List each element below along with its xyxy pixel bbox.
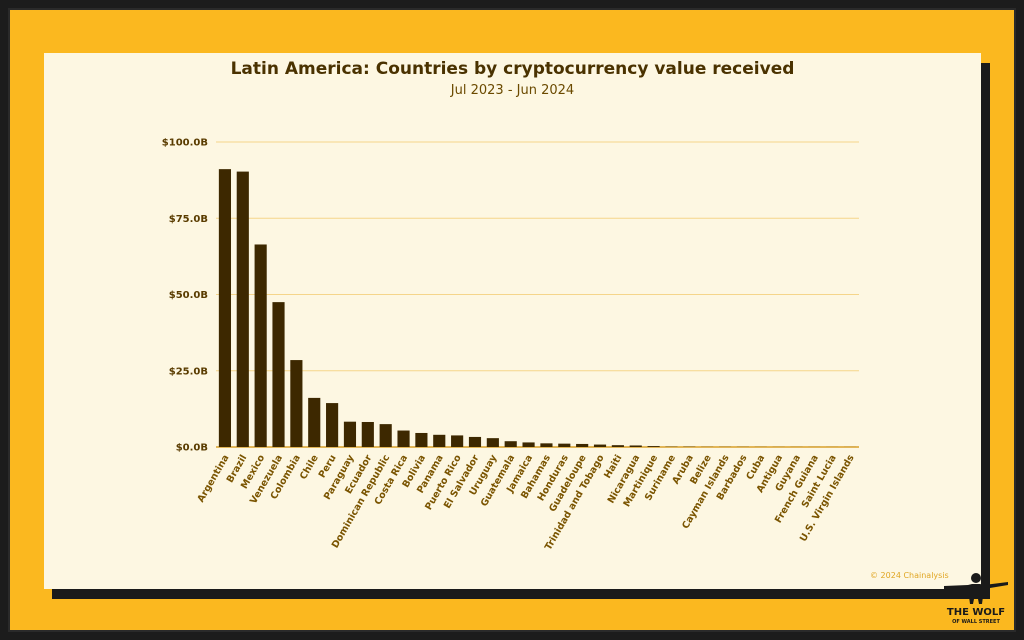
chart-title: Latin America: Countries by cryptocurren… bbox=[230, 59, 795, 79]
bar bbox=[361, 421, 374, 447]
bar bbox=[379, 424, 392, 447]
wolf-logo: THE WOLF OF WALL STREET bbox=[936, 568, 1016, 632]
bar bbox=[308, 397, 321, 447]
logo-title: THE WOLF bbox=[946, 607, 1006, 618]
bar bbox=[504, 441, 517, 447]
bar bbox=[290, 360, 303, 447]
y-tick-label: $50.0B bbox=[169, 290, 208, 301]
bar bbox=[593, 444, 607, 447]
bar bbox=[468, 436, 482, 447]
bar bbox=[433, 434, 446, 447]
bar bbox=[415, 432, 428, 447]
bar-chart: $0.0B $25.0B $50.0B $75.0B $100.0B Argentina… bbox=[162, 138, 859, 552]
bar bbox=[397, 430, 410, 447]
grid-lines bbox=[216, 141, 859, 448]
bar bbox=[522, 442, 535, 447]
wolf-figure-icon bbox=[944, 573, 1008, 604]
y-tick-label: $100.0B bbox=[162, 138, 208, 149]
chart-subtitle: Jul 2023 - Jun 2024 bbox=[450, 83, 575, 98]
bar bbox=[611, 445, 624, 447]
bar bbox=[326, 403, 339, 447]
x-axis-ticks: ArgentinaBrazilMexicoVenezuelaColombiaCh… bbox=[195, 452, 856, 552]
bar bbox=[576, 443, 589, 447]
bar bbox=[629, 445, 642, 447]
chart-card: Latin America: Countries by cryptocurren… bbox=[44, 53, 981, 589]
bar bbox=[451, 435, 464, 447]
bar bbox=[647, 446, 660, 447]
y-tick-label: $25.0B bbox=[169, 366, 208, 377]
bar bbox=[236, 171, 249, 447]
bar bbox=[218, 169, 232, 447]
bar bbox=[343, 421, 357, 447]
y-tick-label: $75.0B bbox=[169, 214, 208, 225]
x-tick-label: Chile bbox=[298, 453, 321, 482]
bar bbox=[540, 443, 553, 447]
y-axis-ticks: $0.0B $25.0B $50.0B $75.0B $100.0B bbox=[162, 138, 208, 454]
bar bbox=[558, 443, 571, 447]
y-tick-label: $0.0B bbox=[176, 443, 208, 454]
bar bbox=[272, 302, 285, 447]
logo-subtitle: OF WALL STREET bbox=[952, 619, 1000, 625]
copyright-text: © 2024 Chainalysis bbox=[870, 571, 949, 580]
bar bbox=[254, 244, 267, 447]
bar bbox=[486, 438, 499, 447]
bars bbox=[218, 169, 857, 447]
